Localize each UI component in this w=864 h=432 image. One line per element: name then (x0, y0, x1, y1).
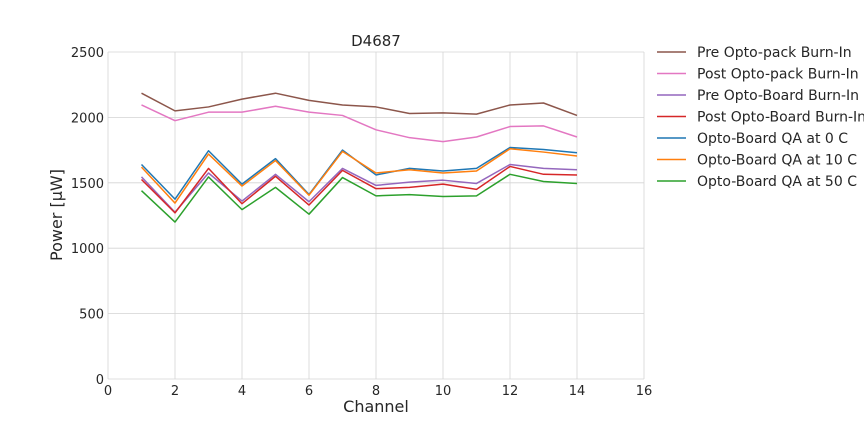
x-axis-label: Channel (343, 397, 409, 416)
legend-label: Opto-Board QA at 0 C (697, 131, 848, 147)
y-tick-label: 1000 (71, 242, 104, 257)
legend-label: Opto-Board QA at 50 C (697, 174, 857, 190)
legend-label: Pre Opto-Board Burn-In (697, 88, 859, 104)
series-line-7 (140, 173, 578, 223)
y-tick-label: 2500 (71, 46, 104, 61)
series-line-6 (140, 148, 578, 204)
series-lines (140, 92, 578, 223)
x-tick-label: 10 (435, 384, 452, 399)
x-axis-ticks: 0 2 4 6 8 10 12 14 16 (104, 384, 652, 399)
y-tick-label: 2000 (71, 111, 104, 126)
x-tick-label: 14 (569, 384, 586, 399)
x-tick-label: 0 (104, 384, 112, 399)
x-tick-label: 8 (372, 384, 380, 399)
chart-title: D4687 (351, 32, 401, 50)
y-axis-label: Power [μW] (47, 169, 66, 261)
x-tick-label: 12 (502, 384, 519, 399)
legend-label: Opto-Board QA at 10 C (697, 153, 857, 169)
series-line-2 (141, 104, 578, 143)
legend: Pre Opto-pack Burn-In Post Opto-pack Burn… (657, 45, 864, 190)
x-tick-label: 6 (305, 384, 313, 399)
y-axis-ticks: 0 500 1000 1500 2000 2500 (71, 46, 104, 388)
series-line-4 (140, 165, 578, 214)
y-tick-label: 0 (96, 373, 104, 388)
y-tick-label: 1500 (71, 177, 104, 192)
legend-label: Post Opto-Board Burn-In (697, 110, 864, 126)
y-tick-label: 500 (79, 308, 104, 323)
series-line-1 (141, 92, 578, 117)
x-tick-label: 2 (171, 384, 179, 399)
grid (107, 51, 645, 380)
x-tick-label: 16 (636, 384, 653, 399)
x-tick-label: 4 (238, 384, 246, 399)
legend-label: Pre Opto-pack Burn-In (697, 45, 852, 61)
legend-label: Post Opto-pack Burn-In (697, 67, 859, 83)
series-line-3 (140, 163, 578, 213)
